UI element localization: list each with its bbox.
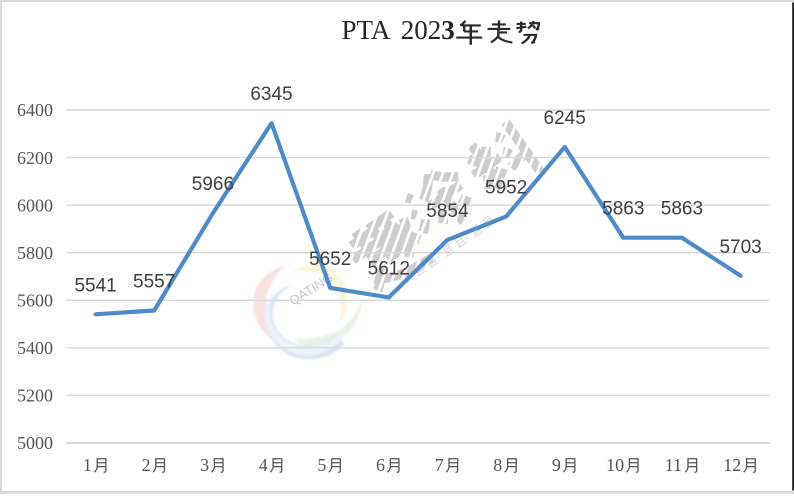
svg-text:5557: 5557 bbox=[133, 272, 175, 293]
svg-text:5200: 5200 bbox=[17, 386, 53, 406]
svg-text:5863: 5863 bbox=[661, 199, 703, 220]
svg-text:6000: 6000 bbox=[17, 195, 53, 215]
svg-text:1: 1 bbox=[83, 455, 92, 475]
svg-text:5400: 5400 bbox=[17, 338, 53, 358]
svg-text:PTA: PTA bbox=[342, 15, 391, 45]
svg-text:202: 202 bbox=[401, 15, 442, 45]
svg-text:7: 7 bbox=[435, 455, 444, 475]
svg-text:5966: 5966 bbox=[192, 174, 234, 195]
svg-text:11: 11 bbox=[665, 455, 682, 475]
svg-text:2: 2 bbox=[142, 455, 151, 475]
svg-text:5612: 5612 bbox=[368, 258, 410, 279]
svg-text:5952: 5952 bbox=[485, 178, 527, 199]
svg-text:5854: 5854 bbox=[426, 201, 469, 222]
svg-text:6345: 6345 bbox=[250, 84, 292, 105]
svg-text:5652: 5652 bbox=[309, 249, 351, 270]
svg-text:5800: 5800 bbox=[17, 243, 53, 263]
svg-text:6200: 6200 bbox=[17, 148, 53, 168]
svg-text:5703: 5703 bbox=[719, 237, 761, 258]
svg-text:3: 3 bbox=[441, 15, 455, 45]
svg-text:5863: 5863 bbox=[602, 199, 644, 220]
svg-text:9: 9 bbox=[552, 455, 561, 475]
svg-text:10: 10 bbox=[606, 455, 624, 475]
svg-text:5600: 5600 bbox=[17, 291, 53, 311]
svg-text:5541: 5541 bbox=[74, 275, 116, 296]
svg-text:5: 5 bbox=[317, 455, 326, 475]
svg-text:6245: 6245 bbox=[544, 108, 586, 129]
svg-text:12: 12 bbox=[723, 455, 741, 475]
svg-text:3: 3 bbox=[200, 455, 209, 475]
svg-text:QATING: QATING bbox=[286, 270, 335, 309]
svg-text:8: 8 bbox=[493, 455, 502, 475]
svg-text:5000: 5000 bbox=[17, 433, 53, 453]
svg-text:6400: 6400 bbox=[17, 100, 53, 120]
svg-text:4: 4 bbox=[259, 455, 268, 475]
svg-text:6: 6 bbox=[376, 455, 385, 475]
